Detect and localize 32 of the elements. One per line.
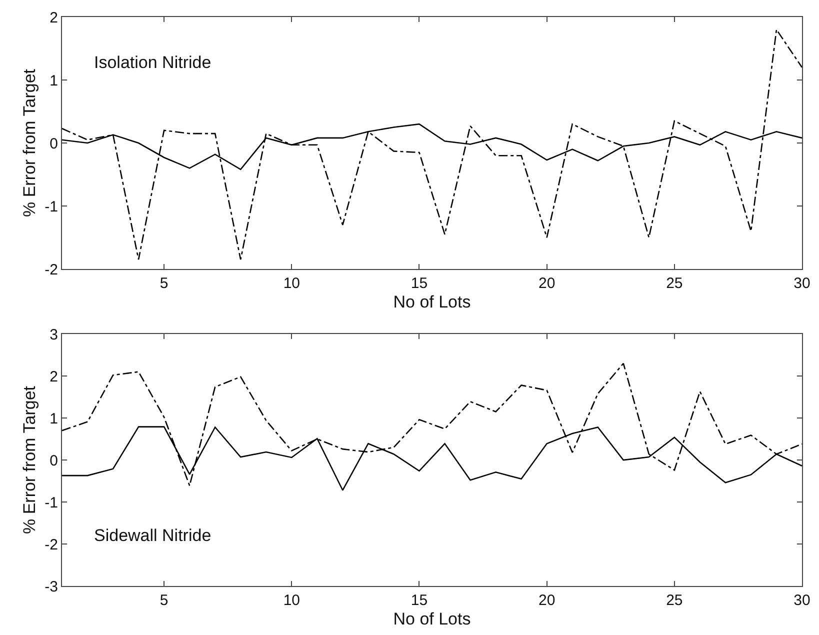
y-tick-label: 2 — [50, 9, 58, 26]
y-axis-title: % Error from Target — [20, 68, 40, 218]
y-tick-label: -1 — [44, 198, 58, 216]
line-series — [62, 28, 802, 260]
x-tick-label: 20 — [538, 592, 556, 609]
line-series — [62, 362, 802, 486]
y-tick-label: 1 — [50, 72, 58, 90]
y-tick-label: 2 — [50, 368, 58, 386]
annotation: Isolation Nitride — [94, 53, 212, 72]
x-tick-label: 20 — [538, 275, 556, 292]
x-tick-label: 25 — [666, 275, 683, 292]
y-tick-label: -1 — [44, 494, 58, 512]
annotation: Sidewall Nitride — [94, 526, 212, 545]
x-tick-label: 25 — [666, 592, 683, 609]
y-tick-label: 0 — [50, 135, 58, 152]
y-tick-label: 0 — [50, 452, 58, 470]
x-tick-label: 30 — [794, 275, 810, 292]
x-tick-label: 5 — [160, 592, 168, 609]
y-tick-label: -3 — [44, 578, 58, 596]
y-tick-label: 1 — [50, 410, 58, 428]
x-tick-label: 10 — [283, 275, 300, 292]
y-tick-label: -2 — [44, 536, 58, 554]
x-tick-label: 15 — [410, 592, 428, 609]
y-axis-title: % Error from Target — [20, 386, 40, 534]
x-tick-label: 10 — [283, 592, 300, 609]
x-axis-title: No of Lots — [393, 292, 471, 312]
x-tick-label: 30 — [794, 592, 810, 609]
y-tick-label: 3 — [50, 326, 58, 344]
x-tick-label: 5 — [160, 275, 168, 292]
x-axis-title: No of Lots — [393, 609, 471, 628]
y-tick-label: -2 — [44, 261, 58, 278]
x-tick-label: 15 — [410, 275, 428, 292]
